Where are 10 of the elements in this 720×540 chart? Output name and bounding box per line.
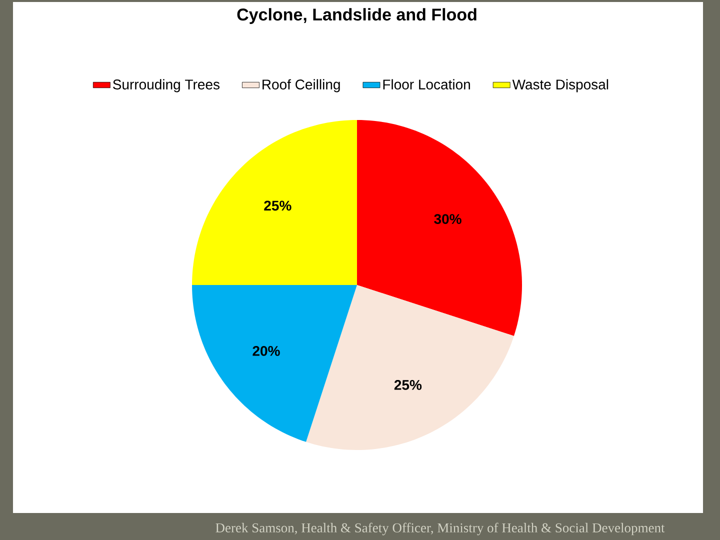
legend-label: Surrouding Trees [113,79,220,92]
data-label: 20% [252,346,280,356]
data-label: 25% [264,200,292,211]
legend-label: Floor Location [383,79,470,90]
data-label: 25% [394,380,422,390]
text: Derek Samson, Health & Safety Officer, Ministry of Health & Social Development [216,522,665,536]
legend-label: Waste Disposal [512,79,608,92]
chart-title: Cyclone, Landslide and Flood [237,8,476,24]
data-label: 30% [434,214,462,224]
legend-label: Roof Ceilling [262,79,340,92]
